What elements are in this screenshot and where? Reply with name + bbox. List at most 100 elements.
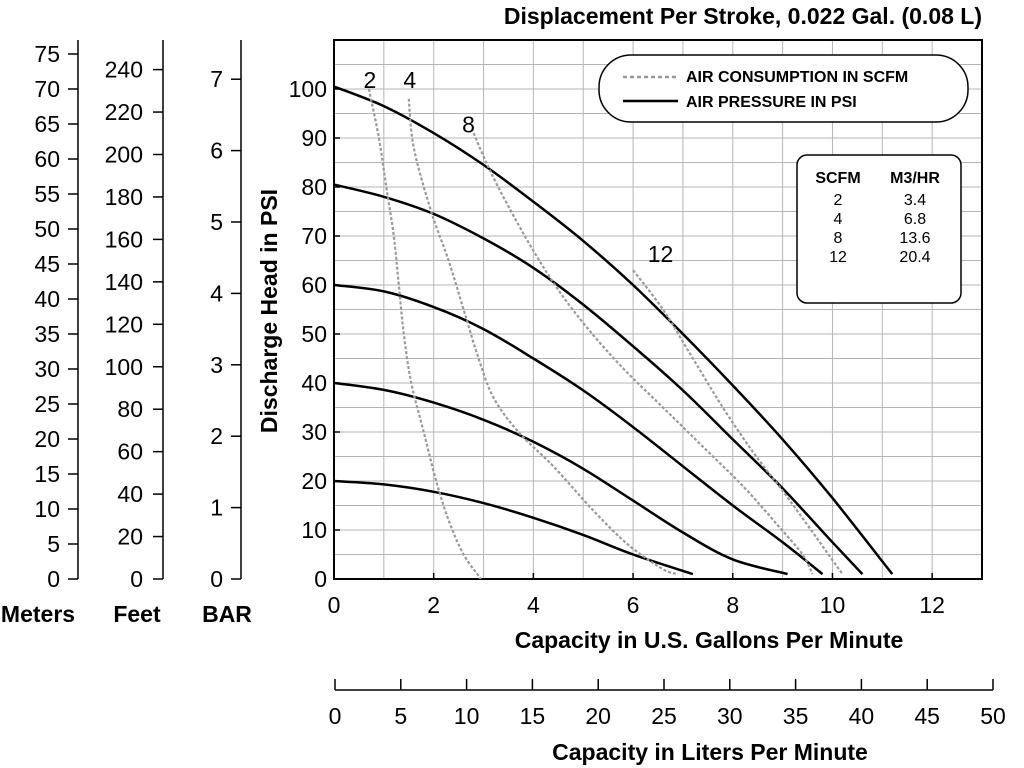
- secondary-x-tick-label: 5: [394, 703, 407, 729]
- bar-axis-title: BAR: [202, 601, 252, 627]
- y-tick-label: 10: [301, 517, 327, 543]
- feet-tick-label: 20: [117, 524, 143, 550]
- y-tick-label: 40: [301, 370, 327, 396]
- table-header-m3hr: M3/HR: [890, 170, 940, 187]
- meters-tick-label: 5: [47, 531, 60, 557]
- plot-frame: [333, 39, 983, 580]
- secondary-x-tick-label: 25: [651, 703, 677, 729]
- table-header-scfm: SCFM: [815, 170, 860, 187]
- consumption-curve-8: [472, 132, 814, 575]
- meters-tick-label: 60: [34, 146, 60, 172]
- feet-tick-label: 60: [117, 439, 143, 465]
- feet-axis-title: Feet: [113, 601, 161, 627]
- secondary-x-tick-label: 45: [914, 703, 940, 729]
- x-axis-title: Capacity in U.S. Gallons Per Minute: [515, 627, 904, 653]
- feet-tick-label: 180: [105, 184, 143, 210]
- legend-box: [598, 54, 969, 123]
- x-tick-label: 12: [919, 592, 945, 618]
- secondary-x-tick-label: 50: [980, 703, 1006, 729]
- y-tick-label: 30: [301, 419, 327, 445]
- x-tick-label: 2: [427, 592, 440, 618]
- conversion-table-box: [796, 154, 962, 304]
- meters-tick-label: 15: [34, 461, 60, 487]
- bar-tick-label: 0: [210, 566, 223, 592]
- meters-tick-label: 40: [34, 286, 60, 312]
- meters-tick-label: 70: [34, 76, 60, 102]
- conversion-table: SCFM M3/HR 2 3.4 4 6.8 8 13.6 12 20.4: [796, 154, 962, 304]
- meters-tick-label: 65: [34, 111, 60, 137]
- pressure-curve-60: [334, 283, 824, 576]
- meters-tick-label: 25: [34, 391, 60, 417]
- meters-tick-label: 50: [34, 216, 60, 242]
- meters-tick-label: 75: [34, 41, 60, 67]
- consumption-curve-label: 12: [648, 241, 674, 267]
- bar-tick-label: 5: [210, 209, 223, 235]
- bar-tick-label: 2: [210, 423, 223, 449]
- meters-axis-title: Meters: [1, 601, 75, 627]
- consumption-curve-label: 8: [462, 111, 475, 137]
- meters-tick-label: 20: [34, 426, 60, 452]
- table-cell-m3hr: 3.4: [904, 192, 926, 209]
- x-tick-label: 6: [627, 592, 640, 618]
- bar-tick-label: 4: [210, 280, 223, 306]
- feet-tick-label: 120: [105, 311, 143, 337]
- table-cell-m3hr: 13.6: [899, 230, 930, 247]
- table-cell-m3hr: 20.4: [899, 249, 930, 266]
- y-tick-label: 20: [301, 468, 327, 494]
- secondary-x-tick-label: 20: [585, 703, 611, 729]
- table-cell-scfm: 12: [829, 249, 847, 266]
- consumption-curve-2: [367, 88, 482, 579]
- consumption-curve-4: [407, 98, 679, 576]
- y-tick-label: 90: [301, 125, 327, 151]
- table-cell-m3hr: 6.8: [904, 211, 926, 228]
- y-tick-label: 60: [301, 272, 327, 298]
- meters-tick-label: 35: [34, 321, 60, 347]
- meters-tick-label: 30: [34, 356, 60, 382]
- legend-item-consumption: AIR CONSUMPTION IN SCFM: [686, 69, 908, 86]
- feet-tick-label: 200: [105, 142, 143, 168]
- bar-tick-label: 7: [210, 66, 223, 92]
- meters-tick-label: 45: [34, 251, 60, 277]
- feet-tick-label: 160: [105, 226, 143, 252]
- legend-item-pressure: AIR PRESSURE IN PSI: [686, 94, 857, 111]
- legend: AIR CONSUMPTION IN SCFM AIR PRESSURE IN …: [598, 54, 969, 123]
- table-cell-scfm: 4: [834, 211, 843, 228]
- secondary-x-axis-title: Capacity in Liters Per Minute: [552, 739, 868, 765]
- y-axis-title: Discharge Head in PSI: [256, 189, 282, 433]
- consumption-curve-label: 2: [363, 67, 376, 93]
- meters-tick-label: 0: [47, 566, 60, 592]
- bar-tick-label: 6: [210, 138, 223, 164]
- pressure-curve-20: [334, 479, 694, 576]
- y-tick-label: 80: [301, 174, 327, 200]
- feet-tick-label: 240: [105, 57, 143, 83]
- consumption-curve-label: 4: [403, 67, 416, 93]
- feet-tick-label: 220: [105, 99, 143, 125]
- x-tick-label: 0: [328, 592, 341, 618]
- pressure-curve-100: [334, 85, 894, 575]
- pressure-curve-80: [334, 183, 864, 575]
- secondary-x-tick-label: 10: [454, 703, 480, 729]
- x-tick-label: 10: [820, 592, 846, 618]
- y-tick-label: 70: [301, 223, 327, 249]
- meters-tick-label: 55: [34, 181, 60, 207]
- feet-tick-label: 80: [117, 396, 143, 422]
- feet-tick-label: 40: [117, 481, 143, 507]
- y-tick-label: 50: [301, 321, 327, 347]
- feet-tick-label: 0: [130, 566, 143, 592]
- secondary-x-tick-label: 15: [520, 703, 546, 729]
- bar-tick-label: 3: [210, 352, 223, 378]
- table-cell-scfm: 8: [834, 230, 843, 247]
- x-tick-label: 4: [527, 592, 540, 618]
- secondary-x-tick-label: 0: [329, 703, 342, 729]
- y-tick-label: 0: [314, 566, 327, 592]
- feet-tick-label: 140: [105, 269, 143, 295]
- y-tick-label: 100: [289, 76, 327, 102]
- table-cell-scfm: 2: [834, 192, 843, 209]
- bar-tick-label: 1: [210, 495, 223, 521]
- feet-tick-label: 100: [105, 354, 143, 380]
- consumption-curve-12: [632, 269, 844, 575]
- meters-tick-label: 10: [34, 496, 60, 522]
- chart-title: Displacement Per Stroke, 0.022 Gal. (0.0…: [504, 3, 982, 29]
- x-tick-label: 8: [726, 592, 739, 618]
- pressure-curve-40: [334, 381, 788, 576]
